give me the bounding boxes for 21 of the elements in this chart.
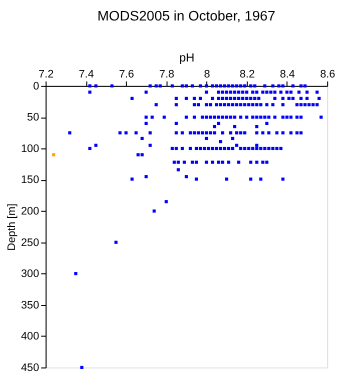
chart-title: MODS2005 in October, 1967 [97,7,276,24]
y-tick-label: 100 [20,142,40,155]
y-tick-label: 450 [20,362,40,374]
x-tick-label: 8.2 [240,68,255,80]
y-tick-label: 350 [20,299,40,312]
x-tick-label: 8 [204,68,210,80]
y-tick-label: 50 [27,112,40,124]
x-tick-label: 7.8 [159,68,174,80]
x-axis-title: pH [179,50,194,65]
x-tick-label: 7.6 [118,68,134,80]
y-axis-title: Depth [m] [6,204,18,251]
x-tick-label: 8.4 [280,68,295,80]
y-tick-label: 400 [20,330,40,343]
y-tick-label: 300 [20,268,40,280]
y-tick-label: 200 [20,206,40,218]
y-tick-label: 150 [20,174,40,186]
x-tick-label: 8.6 [320,68,336,80]
x-tick-label: 7.2 [38,68,54,80]
y-tick-label: 250 [20,236,40,249]
x-tick-label: 7.4 [78,68,94,80]
y-tick-label: 0 [33,80,40,92]
